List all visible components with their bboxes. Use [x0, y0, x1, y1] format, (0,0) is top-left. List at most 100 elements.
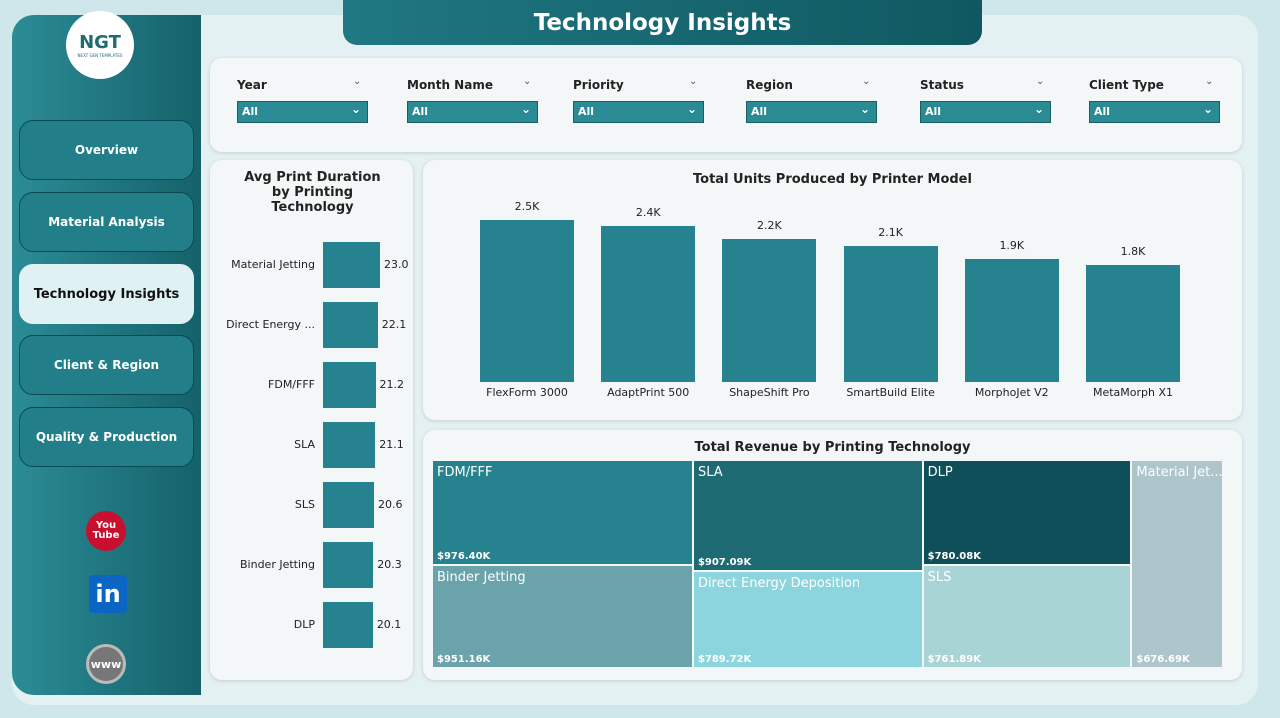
filter-dropdown[interactable]: All ⌄ — [1089, 101, 1220, 123]
filter-dropdown[interactable]: All ⌄ — [746, 101, 877, 123]
chart-title: Avg Print Duration by Printing Technolog… — [244, 170, 381, 215]
category-label: MorphoJet V2 — [974, 386, 1049, 399]
category-label: SmartBuild Elite — [846, 386, 935, 399]
chart-title: Total Units Produced by Printer Model — [693, 172, 972, 187]
nav-item[interactable]: Technology Insights — [19, 264, 194, 324]
treemap-tile: FDM/FFF $976.40K — [433, 461, 692, 565]
filter-chevron: ⌄ — [689, 76, 698, 87]
filter-chevron: ⌄ — [1036, 76, 1045, 87]
tile-label: SLA — [697, 465, 723, 480]
chart-title: Total Revenue by Printing Technology — [694, 440, 971, 455]
treemap-tile: SLA $907.09K — [693, 461, 922, 571]
value-label: 23.0 — [384, 258, 409, 271]
bar — [323, 362, 376, 408]
filter-dropdown[interactable]: All ⌄ — [407, 101, 538, 123]
filter-chevron: ⌄ — [1205, 76, 1214, 87]
logo-subtitle: NEXT GEN TEMPLATES — [77, 53, 123, 58]
value-label: 2.4K — [635, 206, 661, 220]
value-label: 1.9K — [999, 238, 1025, 252]
treemap-tile: DLP $780.08K — [923, 461, 1131, 565]
bar — [323, 422, 376, 468]
header: Technology Insights — [343, 0, 982, 45]
web-icon[interactable]: www — [86, 644, 126, 684]
tile-label: FDM/FFF — [437, 465, 493, 480]
tile-label: Material Jet... — [1136, 465, 1222, 480]
tile-value: $976.40K — [437, 551, 491, 563]
category-label: DLP — [293, 618, 315, 631]
dropdown-chevron: ⌄ — [1033, 102, 1044, 116]
tile-label: Binder Jetting — [437, 570, 526, 586]
value-label: 2.5K — [514, 200, 540, 213]
tile-value: $676.69K — [1136, 654, 1190, 665]
filter-dropdown[interactable]: All ⌄ — [237, 101, 368, 123]
filter-dropdown[interactable]: All ⌄ — [573, 101, 704, 123]
value-label: 20.1 — [376, 618, 402, 631]
tile-label: SLS — [927, 570, 952, 586]
dropdown-chevron: ⌄ — [520, 102, 531, 116]
bar — [323, 602, 373, 648]
bar — [1086, 265, 1180, 382]
category-label: SLS — [294, 498, 315, 511]
nav-item[interactable]: Quality & Production — [19, 407, 194, 467]
value-label: 21.2 — [379, 378, 405, 391]
value-label: 21.1 — [379, 438, 404, 451]
bar — [964, 258, 1059, 382]
tile-value: $907.09K — [697, 557, 752, 569]
category-label: FDM/FFF — [268, 378, 315, 391]
value-label: 20.6 — [378, 498, 403, 511]
value-label: 2.2K — [757, 219, 782, 233]
nav-item[interactable]: Material Analysis — [19, 192, 194, 252]
category-label: ShapeShift Pro — [729, 386, 810, 399]
chart-panel: Total Units Produced by Printer Model 2.5… — [423, 160, 1242, 420]
category-label: Direct Energy ... — [226, 318, 315, 331]
category-label: Material Jetting — [231, 258, 315, 271]
dropdown-chevron: ⌄ — [350, 102, 361, 116]
value-label: 1.8K — [1120, 245, 1146, 259]
bar — [323, 242, 380, 288]
bar — [323, 482, 375, 528]
category-label: FlexForm 3000 — [486, 386, 568, 399]
category-label: MetaMorph X1 — [1092, 386, 1174, 399]
nav-item[interactable]: Client & Region — [19, 335, 194, 395]
tile-label: Direct Energy Deposition — [697, 576, 861, 592]
bar — [323, 542, 374, 588]
dropdown-chevron: ⌄ — [859, 102, 870, 116]
category-label: Binder Jetting — [240, 558, 315, 571]
tile-value: $789.72K — [697, 653, 752, 665]
filter-panel: Year ⌄ All ⌄ Month Name ⌄ All ⌄ Priority ⌄ All ⌄ Reg… — [210, 58, 1242, 152]
nav-item[interactable]: Overview — [19, 120, 194, 180]
bar — [843, 245, 938, 382]
filter-label: Priority — [573, 78, 624, 92]
youtube-icon[interactable]: You Tube — [86, 511, 126, 551]
bar — [480, 220, 574, 382]
logo[interactable]: NGT NEXT GEN TEMPLATES — [66, 11, 134, 79]
tile-value: $761.89K — [927, 653, 981, 665]
filter-label: Status — [920, 78, 964, 92]
filter-chevron: ⌄ — [353, 76, 362, 87]
filter-chevron: ⌄ — [862, 76, 871, 87]
value-label: 22.1 — [381, 318, 407, 331]
treemap-tile: SLS $761.89K — [923, 566, 1131, 667]
tile-value: $780.08K — [927, 551, 981, 563]
bar — [601, 226, 696, 382]
category-label: SLA — [294, 438, 315, 451]
dropdown-chevron: ⌄ — [1202, 102, 1213, 116]
logo-text: NGT — [79, 32, 121, 53]
filter-label: Month Name — [407, 78, 493, 92]
filter-dropdown[interactable]: All ⌄ — [920, 101, 1051, 123]
bar — [722, 239, 817, 382]
bar — [323, 302, 378, 348]
treemap-tile: Direct Energy Deposition $789.72K — [693, 572, 922, 667]
dropdown-chevron: ⌄ — [686, 102, 697, 116]
filter-label: Year — [237, 78, 267, 92]
chart-panel: Total Revenue by Printing Technology FDM/… — [423, 430, 1242, 680]
filter-label: Client Type — [1089, 78, 1164, 92]
treemap-tile: Binder Jetting $951.16K — [433, 566, 692, 667]
linkedin-icon[interactable]: in — [89, 575, 127, 613]
tile-label: DLP — [927, 465, 953, 480]
filter-chevron: ⌄ — [523, 76, 532, 87]
treemap-tile: Material Jet... $676.69K — [1132, 461, 1222, 667]
chart-panel: Avg Print Duration by Printing Technolog… — [210, 160, 413, 680]
value-label: 2.1K — [878, 225, 903, 239]
